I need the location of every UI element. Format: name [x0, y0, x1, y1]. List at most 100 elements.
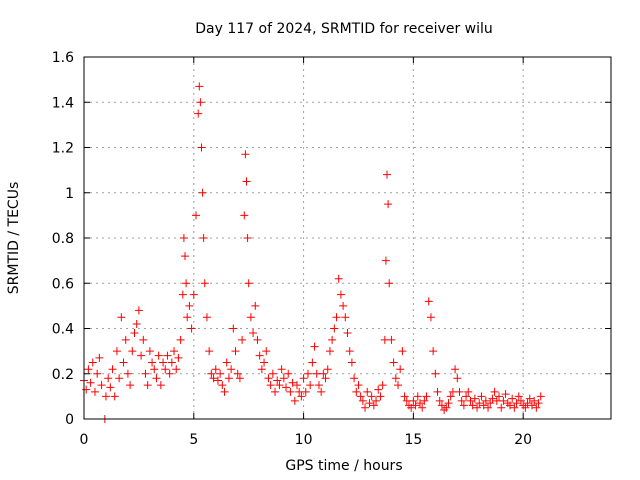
data-point	[211, 365, 220, 374]
y-tick-label: 0.2	[52, 367, 74, 383]
data-point	[336, 290, 345, 299]
data-point	[205, 347, 214, 356]
data-point	[350, 374, 359, 383]
data-point	[121, 335, 130, 344]
data-point	[394, 381, 403, 390]
data-point	[161, 365, 170, 374]
data-point	[527, 401, 536, 410]
data-point	[398, 347, 407, 356]
data-point	[117, 313, 126, 322]
data-point	[508, 394, 517, 403]
data-point	[317, 387, 326, 396]
data-point	[152, 374, 161, 383]
data-point	[356, 392, 365, 401]
data-point	[84, 365, 93, 374]
data-point	[108, 365, 117, 374]
data-point	[479, 401, 488, 410]
data-point	[183, 313, 192, 322]
data-point	[93, 369, 102, 378]
data-point	[466, 396, 475, 405]
data-point	[246, 313, 255, 322]
data-point	[244, 279, 253, 288]
data-point	[486, 399, 495, 408]
data-point	[110, 392, 119, 401]
data-point	[310, 342, 319, 351]
data-point	[462, 392, 471, 401]
data-point	[199, 234, 208, 242]
data-point	[262, 347, 271, 356]
data-point	[172, 365, 181, 374]
y-tick-label: 0.6	[52, 276, 74, 292]
y-tick-label: 1	[65, 186, 74, 202]
data-point	[197, 143, 206, 152]
data-point	[514, 392, 523, 401]
data-point	[165, 369, 174, 378]
data-point	[141, 369, 150, 378]
y-tick-label: 1.4	[52, 95, 74, 111]
data-point	[381, 256, 390, 265]
x-tick-label: 20	[514, 432, 532, 448]
data-point	[189, 290, 198, 299]
x-tick-label: 0	[80, 432, 89, 448]
data-point	[238, 335, 247, 344]
data-point	[490, 387, 499, 396]
data-point	[284, 369, 293, 378]
y-tick-label: 1.2	[52, 141, 74, 157]
data-point	[321, 374, 330, 383]
data-point	[415, 399, 424, 408]
data-point	[235, 374, 244, 383]
data-point	[499, 396, 508, 405]
data-point	[418, 403, 427, 412]
data-point	[126, 381, 135, 390]
data-point	[334, 274, 343, 283]
data-point	[354, 381, 363, 390]
y-tick-label: 1.6	[52, 50, 74, 66]
data-point	[431, 369, 440, 378]
data-point	[97, 381, 106, 390]
data-point	[143, 381, 152, 390]
data-point	[314, 381, 323, 390]
data-point	[435, 396, 444, 405]
data-point	[176, 335, 185, 344]
y-tick-label: 0.8	[52, 231, 74, 247]
data-point	[134, 306, 143, 315]
data-point	[391, 374, 400, 383]
data-point	[222, 358, 231, 367]
data-point	[191, 211, 200, 220]
data-point	[106, 383, 115, 392]
data-point	[468, 401, 477, 410]
data-point	[400, 392, 409, 401]
data-point	[279, 374, 288, 383]
data-point	[497, 403, 506, 412]
data-point	[519, 401, 528, 410]
data-point	[523, 399, 532, 408]
data-point	[407, 403, 416, 412]
data-point	[464, 387, 473, 396]
data-point	[198, 188, 207, 197]
data-point	[470, 394, 479, 403]
data-point	[503, 399, 512, 408]
data-point	[365, 399, 374, 408]
data-point	[319, 369, 328, 378]
data-point	[224, 374, 233, 383]
data-point	[510, 403, 519, 412]
data-point	[516, 396, 525, 405]
data-point	[104, 374, 113, 383]
data-point	[253, 335, 262, 344]
data-point	[220, 387, 229, 396]
data-point	[288, 378, 297, 387]
data-point	[240, 211, 249, 220]
data-point	[264, 374, 273, 383]
data-point	[328, 335, 337, 344]
data-point	[86, 378, 95, 387]
data-point	[363, 387, 372, 396]
data-point	[475, 399, 484, 408]
data-point	[148, 358, 157, 367]
data-point	[290, 396, 299, 405]
data-point	[185, 301, 194, 310]
data-point	[88, 358, 97, 367]
data-point	[323, 365, 332, 374]
data-point	[90, 387, 99, 396]
data-point	[251, 301, 260, 310]
data-point	[145, 347, 154, 356]
